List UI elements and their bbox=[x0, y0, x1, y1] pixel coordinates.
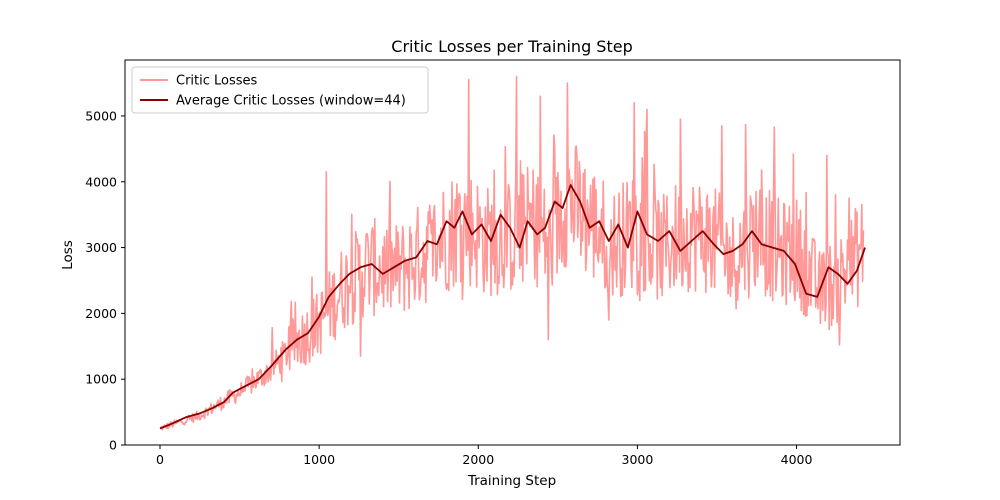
series-critic-losses-line bbox=[159, 75, 865, 431]
series-group bbox=[159, 75, 866, 431]
x-tick-label: 2000 bbox=[462, 452, 494, 467]
legend: Critic Losses Average Critic Losses (wind… bbox=[131, 66, 429, 114]
y-axis-label: Loss bbox=[60, 240, 76, 270]
x-axis-label: Training Step bbox=[467, 473, 556, 489]
x-tick-label: 4000 bbox=[781, 452, 813, 467]
legend-label: Critic Losses bbox=[176, 74, 258, 89]
y-tick-label: 1000 bbox=[85, 372, 117, 387]
y-tick-label: 0 bbox=[109, 438, 117, 453]
y-tick-label: 4000 bbox=[85, 174, 117, 189]
plot-area bbox=[124, 59, 901, 446]
x-tick-label: 3000 bbox=[622, 452, 654, 467]
y-tick-label: 2000 bbox=[85, 306, 117, 321]
x-axis: 0 1000 2000 3000 4000 bbox=[156, 445, 813, 467]
chart-title: Critic Losses per Training Step bbox=[391, 37, 632, 56]
x-tick-label: 0 bbox=[156, 452, 164, 467]
y-axis: 0 1000 2000 3000 4000 5000 bbox=[85, 108, 125, 453]
y-tick-label: 5000 bbox=[85, 108, 117, 123]
legend-label: Average Critic Losses (window=44) bbox=[176, 94, 406, 109]
series-average-critic-losses-line bbox=[159, 184, 866, 430]
y-tick-label: 3000 bbox=[85, 240, 117, 255]
x-tick-label: 1000 bbox=[303, 452, 335, 467]
legend-box bbox=[131, 66, 429, 114]
plot-frame bbox=[124, 59, 901, 446]
